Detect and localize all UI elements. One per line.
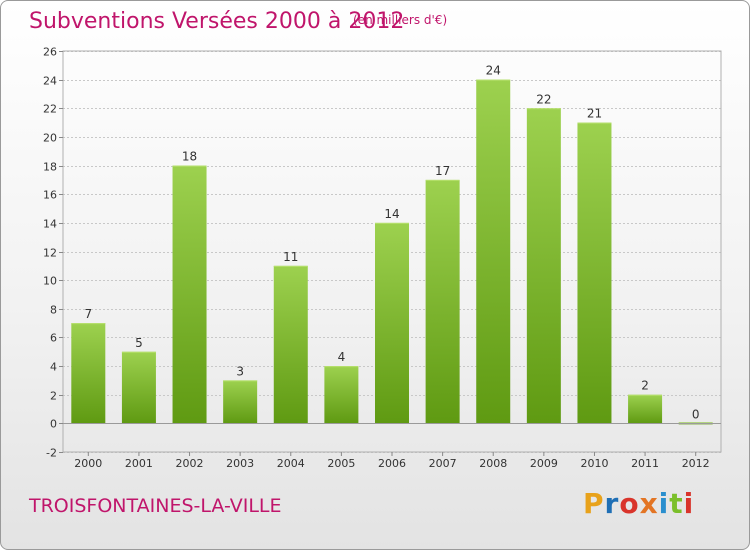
bar-2011 [628,394,663,424]
bar-2006 [375,222,409,424]
x-tick-label-2007: 2007 [429,457,457,470]
bar-2002 [172,165,207,424]
y-tick-label: -2 [46,447,57,460]
bar-2001 [121,351,156,424]
y-tick-label: 26 [43,46,57,59]
data-label-2005: 4 [338,350,346,364]
data-label-2011: 2 [641,379,649,393]
y-tick-label: 20 [43,132,57,145]
bar-2005 [324,366,359,424]
data-label-2010: 21 [587,107,602,121]
data-label-2001: 5 [135,336,143,350]
y-tick-label: 10 [43,275,57,288]
data-label-2002: 18 [182,150,197,164]
x-tick-label-2008: 2008 [479,457,507,470]
x-tick-label-2010: 2010 [580,457,608,470]
commune-name: TROISFONTAINES-LA-VILLE [29,495,282,517]
bar-2010 [577,122,612,424]
y-tick-label: 2 [50,390,57,403]
y-tick-label: 24 [43,75,57,88]
data-label-2006: 14 [384,207,399,221]
y-tick-label: 0 [50,418,57,431]
x-tick-label-2011: 2011 [631,457,659,470]
bar-2004 [273,265,308,424]
data-label-2003: 3 [236,364,244,378]
data-label-2012: 0 [692,407,700,421]
data-label-2009: 22 [536,92,551,106]
x-tick-label-2006: 2006 [378,457,406,470]
y-tick-label: 8 [50,304,57,317]
bar-2007 [425,179,460,424]
y-tick-label: 14 [43,218,57,231]
chart-title: Subventions Versées 2000 à 2012 [29,9,405,34]
y-tick-label: 18 [43,161,57,174]
y-tick-label: 16 [43,189,57,202]
bar-2000 [71,323,106,424]
y-tick-label: 12 [43,247,57,260]
y-tick-label: 22 [43,103,57,116]
bar-2009 [526,108,561,424]
logo-letter: o [619,487,640,520]
bar-2008 [476,79,511,424]
logo-letter: t [669,487,684,520]
bars [71,79,713,425]
logo-letter: i [683,487,695,520]
bar-2003 [223,380,258,424]
y-tick-label: 6 [50,332,57,345]
x-tick-label-2001: 2001 [125,457,153,470]
logo-letter: x [639,487,659,520]
data-label-2007: 17 [435,164,450,178]
x-tick-label-2009: 2009 [530,457,558,470]
x-tick-label-2004: 2004 [277,457,305,470]
y-tick-label: 4 [50,361,57,374]
x-tick-label-2012: 2012 [682,457,710,470]
logo-letter: r [604,487,620,520]
data-label-2004: 11 [283,250,298,264]
x-tick-label-2000: 2000 [74,457,102,470]
logo-letter: P [583,487,605,520]
data-label-2008: 24 [486,64,501,78]
logo-letter: i [658,487,670,520]
chart-subtitle: (en milliers d'€) [353,13,448,27]
x-tick-label-2005: 2005 [327,457,355,470]
proxiti-logo: Proxiti [583,487,694,520]
x-tick-label-2002: 2002 [176,457,204,470]
data-label-2000: 7 [84,307,92,321]
x-tick-label-2003: 2003 [226,457,254,470]
